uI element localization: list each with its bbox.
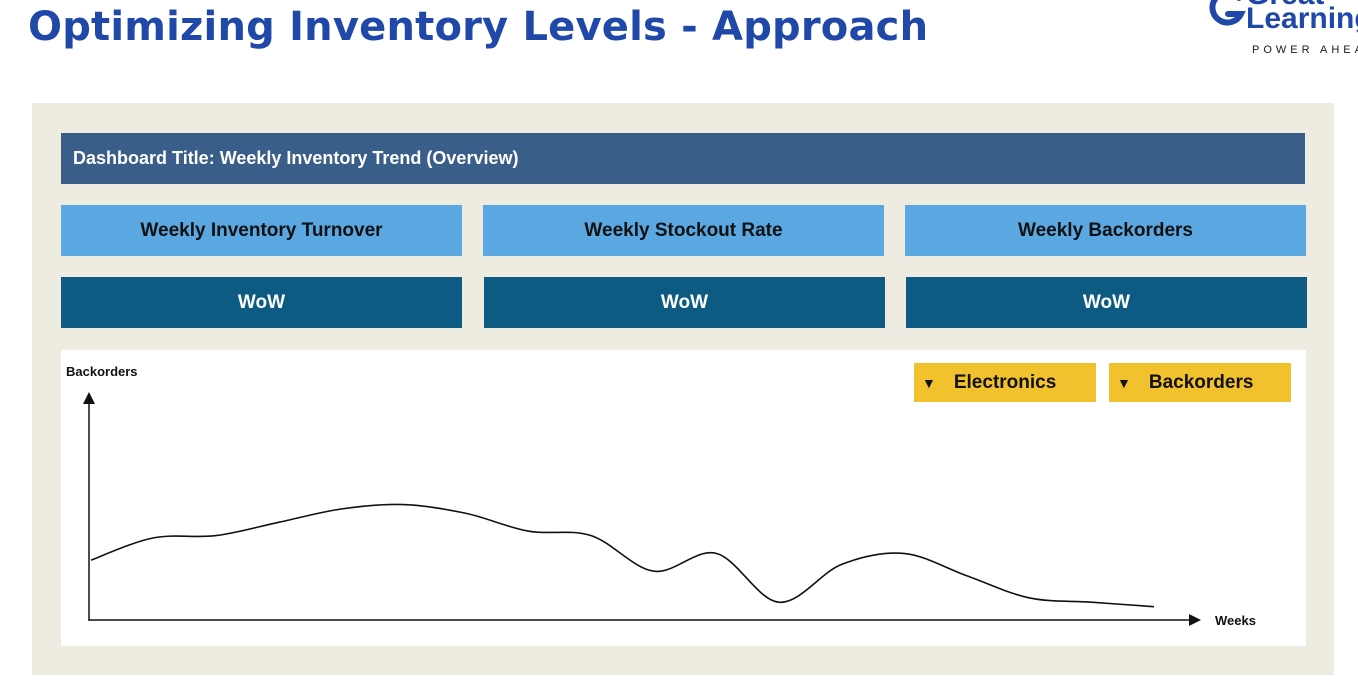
trend-chart-svg: Backorders Weeks	[66, 364, 1256, 628]
metric-filter-label: Backorders	[1148, 371, 1254, 393]
logo-tagline: POWER AHEAD	[1252, 44, 1358, 56]
trend-chart: Backorders Weeks	[61, 350, 1306, 646]
category-filter-dropdown[interactable]: ▼ Electronics	[914, 363, 1096, 402]
kpi-wow-backorders: WoW	[906, 277, 1307, 328]
slide-title: Optimizing Inventory Levels - Approach	[28, 4, 929, 50]
logo-text-line2: Learning	[1246, 2, 1358, 35]
dropdown-arrow-icon: ▼	[922, 374, 936, 391]
logo-text-line1: Great	[1246, 0, 1324, 10]
y-axis-label: Backorders	[66, 364, 138, 379]
backorders-trend-line	[90, 503, 1155, 608]
metric-filter-dropdown[interactable]: ▼ Backorders	[1109, 363, 1291, 402]
x-axis-label: Weeks	[1215, 613, 1256, 628]
kpi-card-stockout-rate[interactable]: Weekly Stockout Rate	[483, 205, 884, 256]
kpi-card-backorders[interactable]: Weekly Backorders	[905, 205, 1306, 256]
kpi-card-inventory-turnover[interactable]: Weekly Inventory Turnover	[61, 205, 462, 256]
great-learning-logo: Great Learning POWER AHEAD	[1200, 0, 1358, 62]
dropdown-arrow-icon: ▼	[1117, 374, 1131, 391]
category-filter-label: Electronics	[953, 371, 1057, 393]
kpi-wow-stockout-rate: WoW	[484, 277, 885, 328]
kpi-wow-inventory-turnover: WoW	[61, 277, 462, 328]
logo-g-icon	[1209, 0, 1246, 26]
dashboard-title-bar: Dashboard Title: Weekly Inventory Trend …	[61, 133, 1305, 184]
